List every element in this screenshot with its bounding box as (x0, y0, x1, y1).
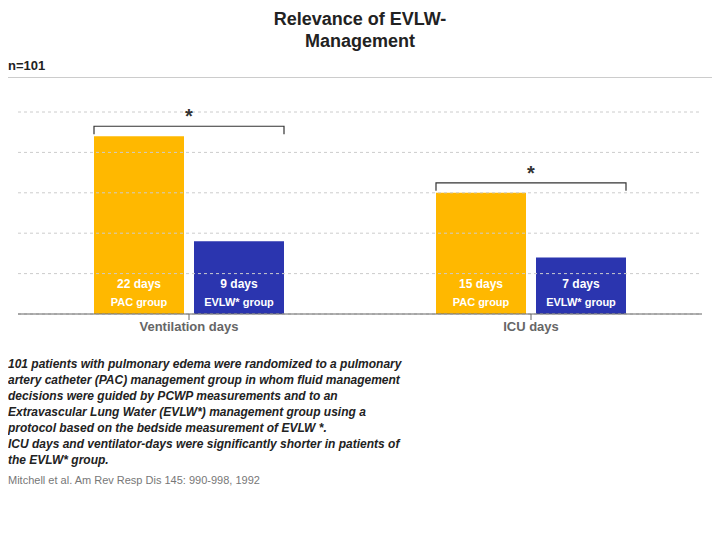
html-text:decisions were guided by PCWP: decisions were guided by PCWP measuremen… (8, 389, 338, 403)
svg-text:EVLW* group: EVLW* group (546, 296, 616, 308)
svg-text:PAC group: PAC group (111, 296, 168, 308)
html-text:Mitchell et al. Am Rev Resp Di: Mitchell et al. Am Rev Resp Dis 145: 990… (8, 474, 260, 486)
svg-text:PAC group: PAC group (453, 296, 510, 308)
html-text:the EVLW* group.: the EVLW* group. (8, 453, 109, 467)
html-text:artery catheter (PAC) manageme: artery catheter (PAC) management group i… (8, 373, 400, 387)
svg-text:7 days: 7 days (562, 277, 600, 291)
html-text:101 patients with pulmonary ed: 101 patients with pulmonary edema were r… (8, 357, 402, 371)
svg-text:EVLW* group: EVLW* group (204, 296, 274, 308)
svg-text:*: * (527, 162, 535, 184)
svg-text:*: * (185, 105, 193, 127)
svg-text:ICU days: ICU days (503, 319, 559, 334)
html-text:protocol based on the bedside: protocol based on the bedside measuremen… (8, 421, 327, 435)
svg-text:15 days: 15 days (459, 277, 503, 291)
html-text:ICU days and ventilator-days w: ICU days and ventilator-days were signif… (8, 437, 400, 451)
svg-text:9 days: 9 days (220, 277, 258, 291)
html-text:Relevance of EVLW-: Relevance of EVLW- (273, 9, 447, 29)
html-text:Management: Management (305, 31, 415, 51)
html-text:Extravascular Lung Water (EVLW: Extravascular Lung Water (EVLW*) managem… (8, 405, 366, 419)
svg-text:22 days: 22 days (117, 277, 161, 291)
svg-text:Ventilation days: Ventilation days (140, 319, 239, 334)
html-text:n=101: n=101 (8, 58, 46, 73)
